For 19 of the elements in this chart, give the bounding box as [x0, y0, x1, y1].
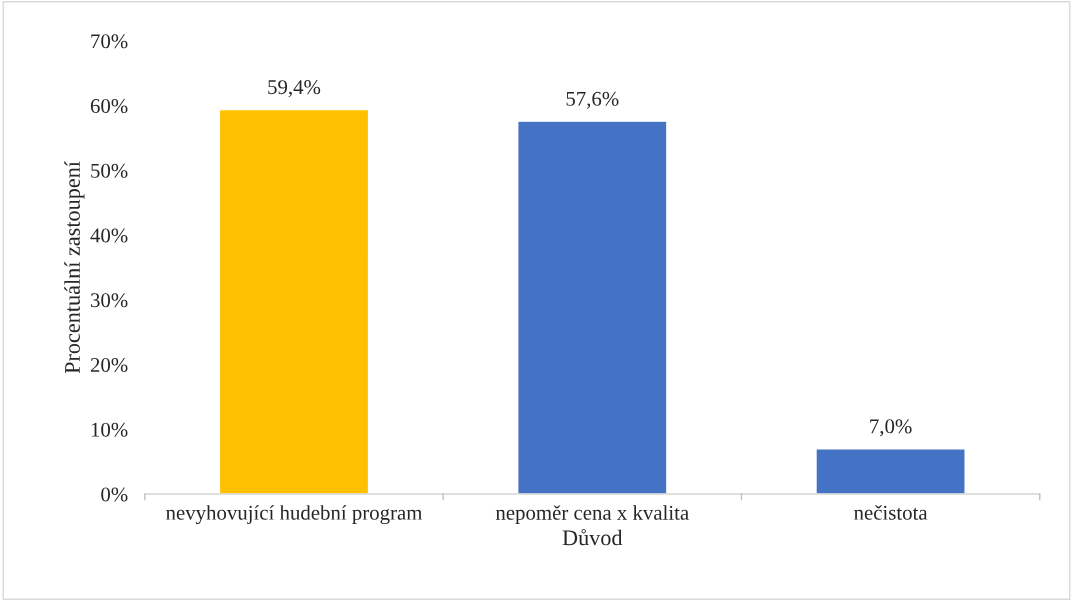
- data-label: 7,0%: [870, 419, 912, 437]
- y-tick-label: 0%: [101, 487, 128, 502]
- bar: [815, 448, 966, 495]
- y-axis-title: Procentuální zastoupení: [64, 161, 85, 374]
- y-tick-label: 50%: [91, 163, 128, 178]
- bar: [517, 120, 668, 495]
- y-tick-label: 70%: [91, 34, 128, 49]
- y-tick-label: 30%: [91, 293, 128, 308]
- x-axis-title: Důvod: [562, 529, 623, 546]
- bar: [218, 108, 370, 495]
- x-tick-label: nepoměr cena x kvalita: [495, 505, 689, 525]
- x-tick-label: nečistota: [854, 505, 928, 520]
- data-label: 57,6%: [566, 91, 619, 109]
- y-tick-label: 20%: [90, 357, 128, 373]
- y-tick-label: 40%: [90, 228, 128, 243]
- x-tick-label: nevyhovující hudební program: [166, 505, 423, 525]
- y-tick-label: 60%: [90, 98, 128, 114]
- y-tick-label: 10%: [91, 422, 128, 437]
- data-label: 59,4%: [268, 80, 321, 98]
